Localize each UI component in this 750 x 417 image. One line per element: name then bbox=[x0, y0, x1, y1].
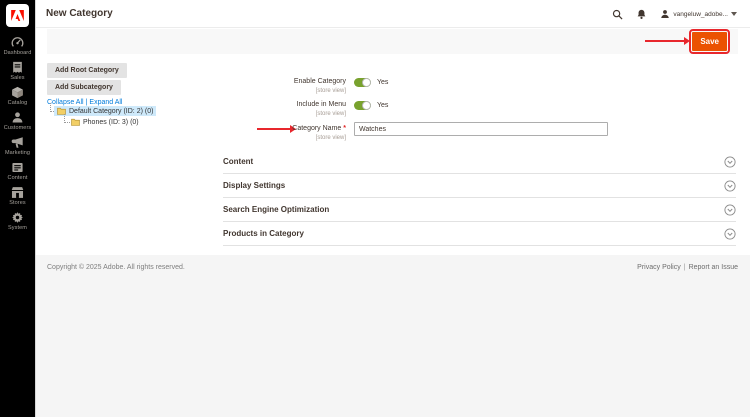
stores-icon bbox=[11, 186, 24, 198]
folder-icon bbox=[57, 107, 66, 115]
expand-all-link[interactable]: Expand All bbox=[89, 99, 123, 106]
annotation-arrow-category-name bbox=[257, 125, 296, 133]
scope-hint: [store view] bbox=[315, 88, 346, 94]
tree-node-phones[interactable]: Phones (ID: 3) (0) bbox=[68, 117, 142, 127]
enable-category-value: Yes bbox=[377, 79, 389, 86]
catalog-icon bbox=[12, 86, 23, 98]
main-content: Add Root Category Add Subcategory Collap… bbox=[36, 54, 750, 255]
add-root-category-button[interactable]: Add Root Category bbox=[47, 63, 127, 78]
folder-icon bbox=[71, 118, 80, 126]
accordion-sections: Content Display Settings Search Engine O… bbox=[223, 150, 736, 246]
privacy-policy-link[interactable]: Privacy Policy bbox=[637, 264, 681, 271]
page-column: New Category vangeluw_adobe... bbox=[35, 0, 750, 417]
chevron-down-circle-icon[interactable] bbox=[724, 179, 736, 192]
add-subcategory-button[interactable]: Add Subcategory bbox=[47, 80, 121, 95]
adobe-logo[interactable] bbox=[6, 4, 29, 27]
sidebar-item-label: Customers bbox=[3, 124, 32, 131]
customers-icon bbox=[12, 111, 23, 122]
header-actions: vangeluw_adobe... bbox=[612, 0, 737, 28]
sidebar-item-label: Dashboard bbox=[3, 49, 32, 56]
sidebar-item-catalog[interactable]: Catalog bbox=[0, 83, 35, 108]
page-actions-band: Save bbox=[47, 29, 738, 54]
sidebar-item-label: Catalog bbox=[7, 99, 28, 106]
sidebar-item-marketing[interactable]: Marketing bbox=[0, 133, 35, 158]
include-in-menu-value: Yes bbox=[377, 102, 389, 109]
admin-sidebar: Dashboard Sales Catalog bbox=[0, 0, 35, 417]
chevron-down-circle-icon[interactable] bbox=[724, 155, 736, 168]
tree-node-label: Default Category (ID: 2) (0) bbox=[69, 107, 154, 115]
enable-category-label: Enable Category [store view] bbox=[293, 78, 346, 94]
section-content[interactable]: Content bbox=[223, 150, 736, 174]
sidebar-item-label: System bbox=[8, 224, 27, 231]
sidebar-item-label: Content bbox=[7, 174, 28, 181]
sidebar-item-dashboard[interactable]: Dashboard bbox=[0, 33, 35, 58]
link-separator: | bbox=[85, 99, 88, 106]
sidebar-item-system[interactable]: System bbox=[0, 208, 35, 233]
category-name-label: Category Name * [store view] bbox=[292, 125, 346, 141]
link-separator: | bbox=[683, 264, 686, 271]
account-user-icon bbox=[661, 10, 670, 18]
marketing-icon bbox=[11, 136, 23, 148]
notifications-bell-icon[interactable] bbox=[636, 9, 647, 20]
required-marker: * bbox=[343, 125, 346, 132]
report-issue-link[interactable]: Report an Issue bbox=[688, 264, 738, 271]
search-icon[interactable] bbox=[612, 9, 623, 20]
toggle-knob bbox=[362, 101, 371, 110]
content-icon bbox=[12, 162, 23, 172]
page-title: New Category bbox=[46, 8, 113, 19]
tree-controls: Collapse All | Expand All bbox=[47, 99, 123, 106]
dashboard-icon bbox=[11, 36, 24, 47]
tree-connector bbox=[64, 114, 70, 123]
sales-icon bbox=[13, 61, 22, 73]
section-products-in-category[interactable]: Products in Category bbox=[223, 222, 736, 246]
tree-connector bbox=[50, 103, 56, 112]
sidebar-item-label: Sales bbox=[10, 74, 25, 81]
sidebar-item-content[interactable]: Content bbox=[0, 158, 35, 183]
footer-links: Privacy Policy | Report an Issue bbox=[637, 264, 738, 271]
save-button[interactable]: Save bbox=[689, 29, 730, 54]
section-search-engine-optimization[interactable]: Search Engine Optimization bbox=[223, 198, 736, 222]
enable-category-toggle[interactable] bbox=[354, 78, 371, 87]
toggle-knob bbox=[362, 78, 371, 87]
sidebar-item-customers[interactable]: Customers bbox=[0, 108, 35, 133]
adobe-logo-icon bbox=[11, 10, 24, 21]
category-name-input[interactable] bbox=[354, 122, 608, 136]
chevron-down-circle-icon[interactable] bbox=[724, 227, 736, 240]
tree-node-default-category[interactable]: Default Category (ID: 2) (0) bbox=[54, 106, 157, 116]
chevron-down-circle-icon[interactable] bbox=[724, 203, 736, 216]
sidebar-item-label: Stores bbox=[9, 199, 26, 206]
sidebar-item-label: Marketing bbox=[4, 149, 31, 156]
section-display-settings[interactable]: Display Settings bbox=[223, 174, 736, 198]
account-menu[interactable]: vangeluw_adobe... bbox=[660, 9, 737, 19]
annotation-arrow-save bbox=[645, 37, 690, 45]
collapse-all-link[interactable]: Collapse All bbox=[47, 99, 84, 106]
scope-hint: [store view] bbox=[315, 111, 346, 117]
sidebar-item-stores[interactable]: Stores bbox=[0, 183, 35, 208]
admin-header: New Category vangeluw_adobe... bbox=[36, 0, 750, 28]
system-icon bbox=[12, 211, 23, 223]
username-label: vangeluw_adobe... bbox=[673, 10, 728, 18]
admin-footer: Copyright © 2025 Adobe. All rights reser… bbox=[36, 255, 750, 417]
include-in-menu-toggle[interactable] bbox=[354, 101, 371, 110]
tree-node-label: Phones (ID: 3) (0) bbox=[83, 118, 139, 126]
chevron-down-icon bbox=[731, 12, 737, 16]
copyright-text: Copyright © 2025 Adobe. All rights reser… bbox=[47, 264, 185, 271]
include-in-menu-label: Include in Menu [store view] bbox=[296, 101, 346, 117]
scope-hint: [store view] bbox=[315, 135, 346, 141]
sidebar-nav: Dashboard Sales Catalog bbox=[0, 33, 35, 233]
sidebar-item-sales[interactable]: Sales bbox=[0, 58, 35, 83]
